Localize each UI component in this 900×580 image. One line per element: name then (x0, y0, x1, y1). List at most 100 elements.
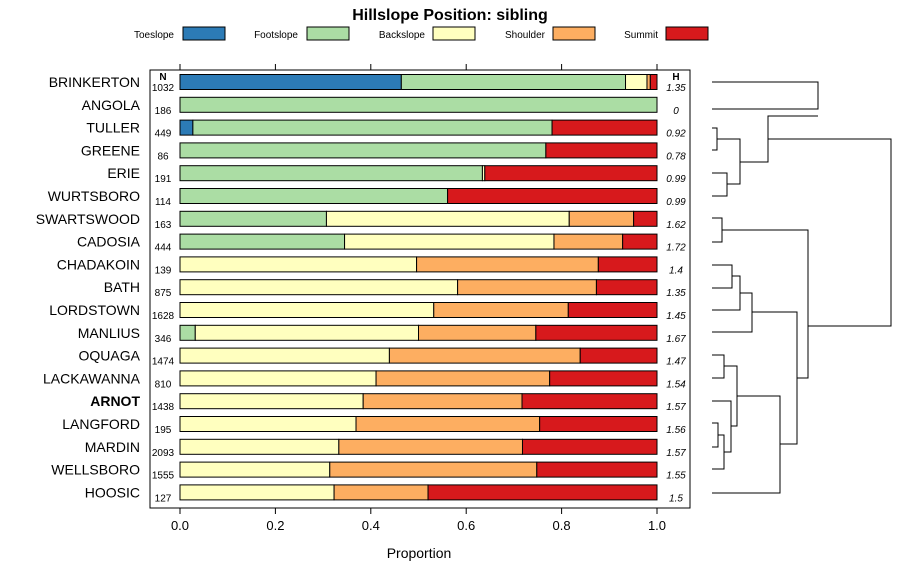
h-column-header: H (672, 72, 679, 83)
dendrogram-link (752, 311, 798, 445)
soil-name-label: TULLER (86, 120, 140, 136)
bar-segment-summit (551, 119, 658, 136)
legend-swatch (182, 26, 226, 41)
bar-segment-shoulder (333, 484, 429, 501)
x-tick-label: 0.2 (266, 518, 284, 533)
h-label: 0.99 (666, 174, 686, 185)
h-label: 0.78 (666, 151, 686, 162)
bar-segment-shoulder (646, 74, 651, 90)
n-label: 195 (155, 425, 172, 436)
h-label: 1.47 (666, 357, 686, 368)
dendrogram-link (712, 264, 733, 289)
bar-row: ANGOLA 186 0 (82, 96, 679, 117)
bar-segment-backslope (179, 438, 340, 455)
dendrogram-link (722, 229, 809, 379)
bar-segment-backslope (179, 416, 357, 432)
n-label: 1438 (152, 402, 175, 413)
soil-name-label: CADOSIA (77, 234, 141, 250)
bar-segment-summit (579, 347, 658, 364)
dendrogram-link (717, 138, 741, 185)
bar-row: TULLER 449 0.92 (86, 119, 686, 140)
n-column-header: N (159, 72, 166, 83)
dendrogram (712, 81, 892, 494)
bar-row: ARNOT 1438 1.57 (90, 393, 686, 413)
soil-name-label: ANGOLA (82, 97, 141, 113)
h-label: 1.62 (666, 220, 686, 231)
legend-swatch (665, 26, 709, 41)
bar-row: MANLIUS 346 1.67 (78, 324, 686, 345)
soil-name-label: ARNOT (90, 393, 140, 409)
n-label: 2093 (152, 448, 175, 459)
dendrogram-link (712, 354, 725, 379)
bar-segment-summit (545, 142, 658, 159)
bar-segment-shoulder (355, 416, 541, 432)
bar-segment-summit (649, 74, 658, 90)
bar-segment-footslope (179, 165, 483, 182)
bar-segment-footslope (400, 74, 627, 90)
dendrogram-link (768, 138, 892, 327)
bar-row: CHADAKOIN 139 1.4 (57, 256, 683, 276)
h-label: 0 (673, 106, 679, 117)
bar-segment-summit (567, 302, 658, 318)
bar-segment-shoulder (433, 302, 569, 318)
bar-segment-backslope (179, 347, 390, 364)
bar-segment-footslope (179, 210, 327, 227)
bar-row: CADOSIA 444 1.72 (77, 233, 686, 254)
bar-segment-summit (595, 279, 658, 296)
dendrogram-link (712, 217, 723, 243)
h-label: 1.56 (666, 425, 686, 436)
plot-frame (149, 69, 691, 509)
legend: Toeslope Footslope Backslope Shoulder Summit (134, 26, 709, 41)
x-axis-label: Proportion (387, 545, 452, 561)
bar-segment-footslope (179, 188, 449, 204)
dendrogram-link (712, 172, 728, 197)
n-label: 1555 (152, 471, 175, 482)
bar-row: ERIE 191 0.99 (107, 165, 686, 185)
bar-segment-toeslope (179, 119, 194, 136)
h-label: 1.5 (669, 493, 683, 504)
soil-name-label: HOOSIC (85, 484, 140, 500)
bar-segment-summit (535, 324, 658, 341)
bar-segment-shoulder (457, 279, 597, 296)
bar-segment-backslope (625, 74, 648, 90)
x-tick-label: 0.4 (362, 518, 380, 533)
dendrogram-link (712, 275, 741, 311)
soil-name-label: WELLSBORO (51, 462, 140, 478)
chart-title: Hillslope Position: sibling (352, 7, 548, 24)
bar-row: OQUAGA 1474 1.47 (79, 347, 686, 368)
n-label: 114 (155, 197, 171, 208)
bar-segment-backslope (179, 370, 377, 387)
bar-segment-summit (539, 416, 658, 432)
bar-segment-backslope (344, 233, 555, 250)
bar-segment-shoulder (568, 210, 635, 227)
n-label: 1628 (152, 311, 175, 322)
bar-segment-summit (549, 370, 658, 387)
h-label: 1.67 (666, 334, 686, 345)
h-label: 1.55 (666, 471, 686, 482)
bar-segment-backslope (179, 393, 364, 410)
n-label: 444 (155, 243, 172, 254)
h-label: 1.45 (666, 311, 686, 322)
bar-segment-footslope (192, 119, 553, 136)
bar-segment-summit (597, 256, 658, 273)
x-tick-label: 1.0 (648, 518, 666, 533)
legend-label: Toeslope (134, 30, 174, 41)
bar-segment-summit (521, 438, 658, 455)
bar-segment-shoulder (362, 393, 523, 410)
n-label: 1032 (152, 83, 175, 94)
n-label: 875 (155, 288, 172, 299)
x-tick-label: 0.6 (457, 518, 475, 533)
dendrogram-link (712, 422, 719, 448)
n-label: 346 (155, 334, 172, 345)
n-label: 186 (155, 106, 172, 117)
bar-segment-summit (427, 484, 658, 501)
soil-name-label: GREENE (81, 142, 140, 158)
soil-name-label: BRINKERTON (49, 74, 140, 90)
n-label: 139 (155, 265, 172, 276)
bar-row: WURTSBORO 114 0.99 (48, 188, 686, 208)
bar-segment-summit (484, 165, 658, 182)
n-label: 163 (155, 220, 172, 231)
x-tick-label: 0.0 (171, 518, 189, 533)
h-label: 0.99 (666, 197, 686, 208)
